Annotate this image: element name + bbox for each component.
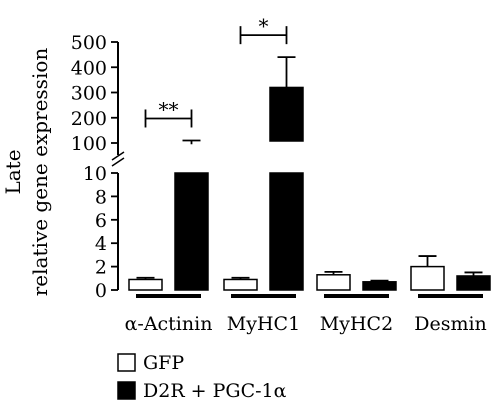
y-tick-label: 4 (95, 233, 107, 255)
category-label: MyHC2 (320, 313, 393, 335)
y-tick-label: 400 (71, 57, 107, 79)
bar (362, 281, 397, 291)
bar (269, 172, 304, 291)
y-tick-label: 2 (95, 257, 107, 279)
significance-markers: *** (144, 14, 288, 128)
legend: GFP D2R + PGC-1α (117, 352, 287, 402)
bars (128, 56, 491, 298)
significance-label: ** (159, 97, 179, 121)
category-baseline (324, 294, 389, 298)
bar (410, 265, 445, 291)
y-tick-label: 6 (95, 210, 107, 232)
y-axis-title-line-2: relative gene expression (28, 48, 52, 297)
legend-swatch-gfp (117, 353, 136, 372)
bar (174, 172, 209, 291)
category-baseline (136, 294, 201, 298)
category-label: Desmin (414, 313, 487, 335)
significance-label: * (259, 14, 269, 38)
legend-label-d2r-pgc1a: D2R + PGC-1α (143, 380, 287, 402)
y-tick-label: 8 (95, 186, 107, 208)
bar (269, 86, 304, 142)
category-baseline (231, 294, 296, 298)
y-tick-label: 0 (95, 280, 107, 302)
legend-swatch-d2r-pgc1a (117, 381, 136, 400)
y-axis-title-line-1: Late (1, 149, 25, 194)
category-baseline (418, 294, 483, 298)
bar (128, 278, 163, 291)
y-tick-label: 10 (83, 163, 107, 185)
axis-break-mark (111, 157, 125, 167)
category-label: α-Actinin (125, 313, 213, 335)
category-labels: α-Actinin MyHC1 MyHC2 Desmin (125, 313, 487, 335)
legend-label-gfp: GFP (143, 352, 184, 374)
y-tick-label: 100 (71, 133, 107, 155)
bar (316, 274, 351, 291)
y-tick-label: 500 (71, 32, 107, 54)
y-tick-label: 200 (71, 108, 107, 130)
bar (223, 278, 258, 291)
bar (456, 275, 491, 291)
y-tick-label: 300 (71, 83, 107, 105)
category-label: MyHC1 (227, 313, 300, 335)
y-axis-title: Late relative gene expression (1, 48, 52, 297)
axis-break-mark (111, 151, 125, 161)
